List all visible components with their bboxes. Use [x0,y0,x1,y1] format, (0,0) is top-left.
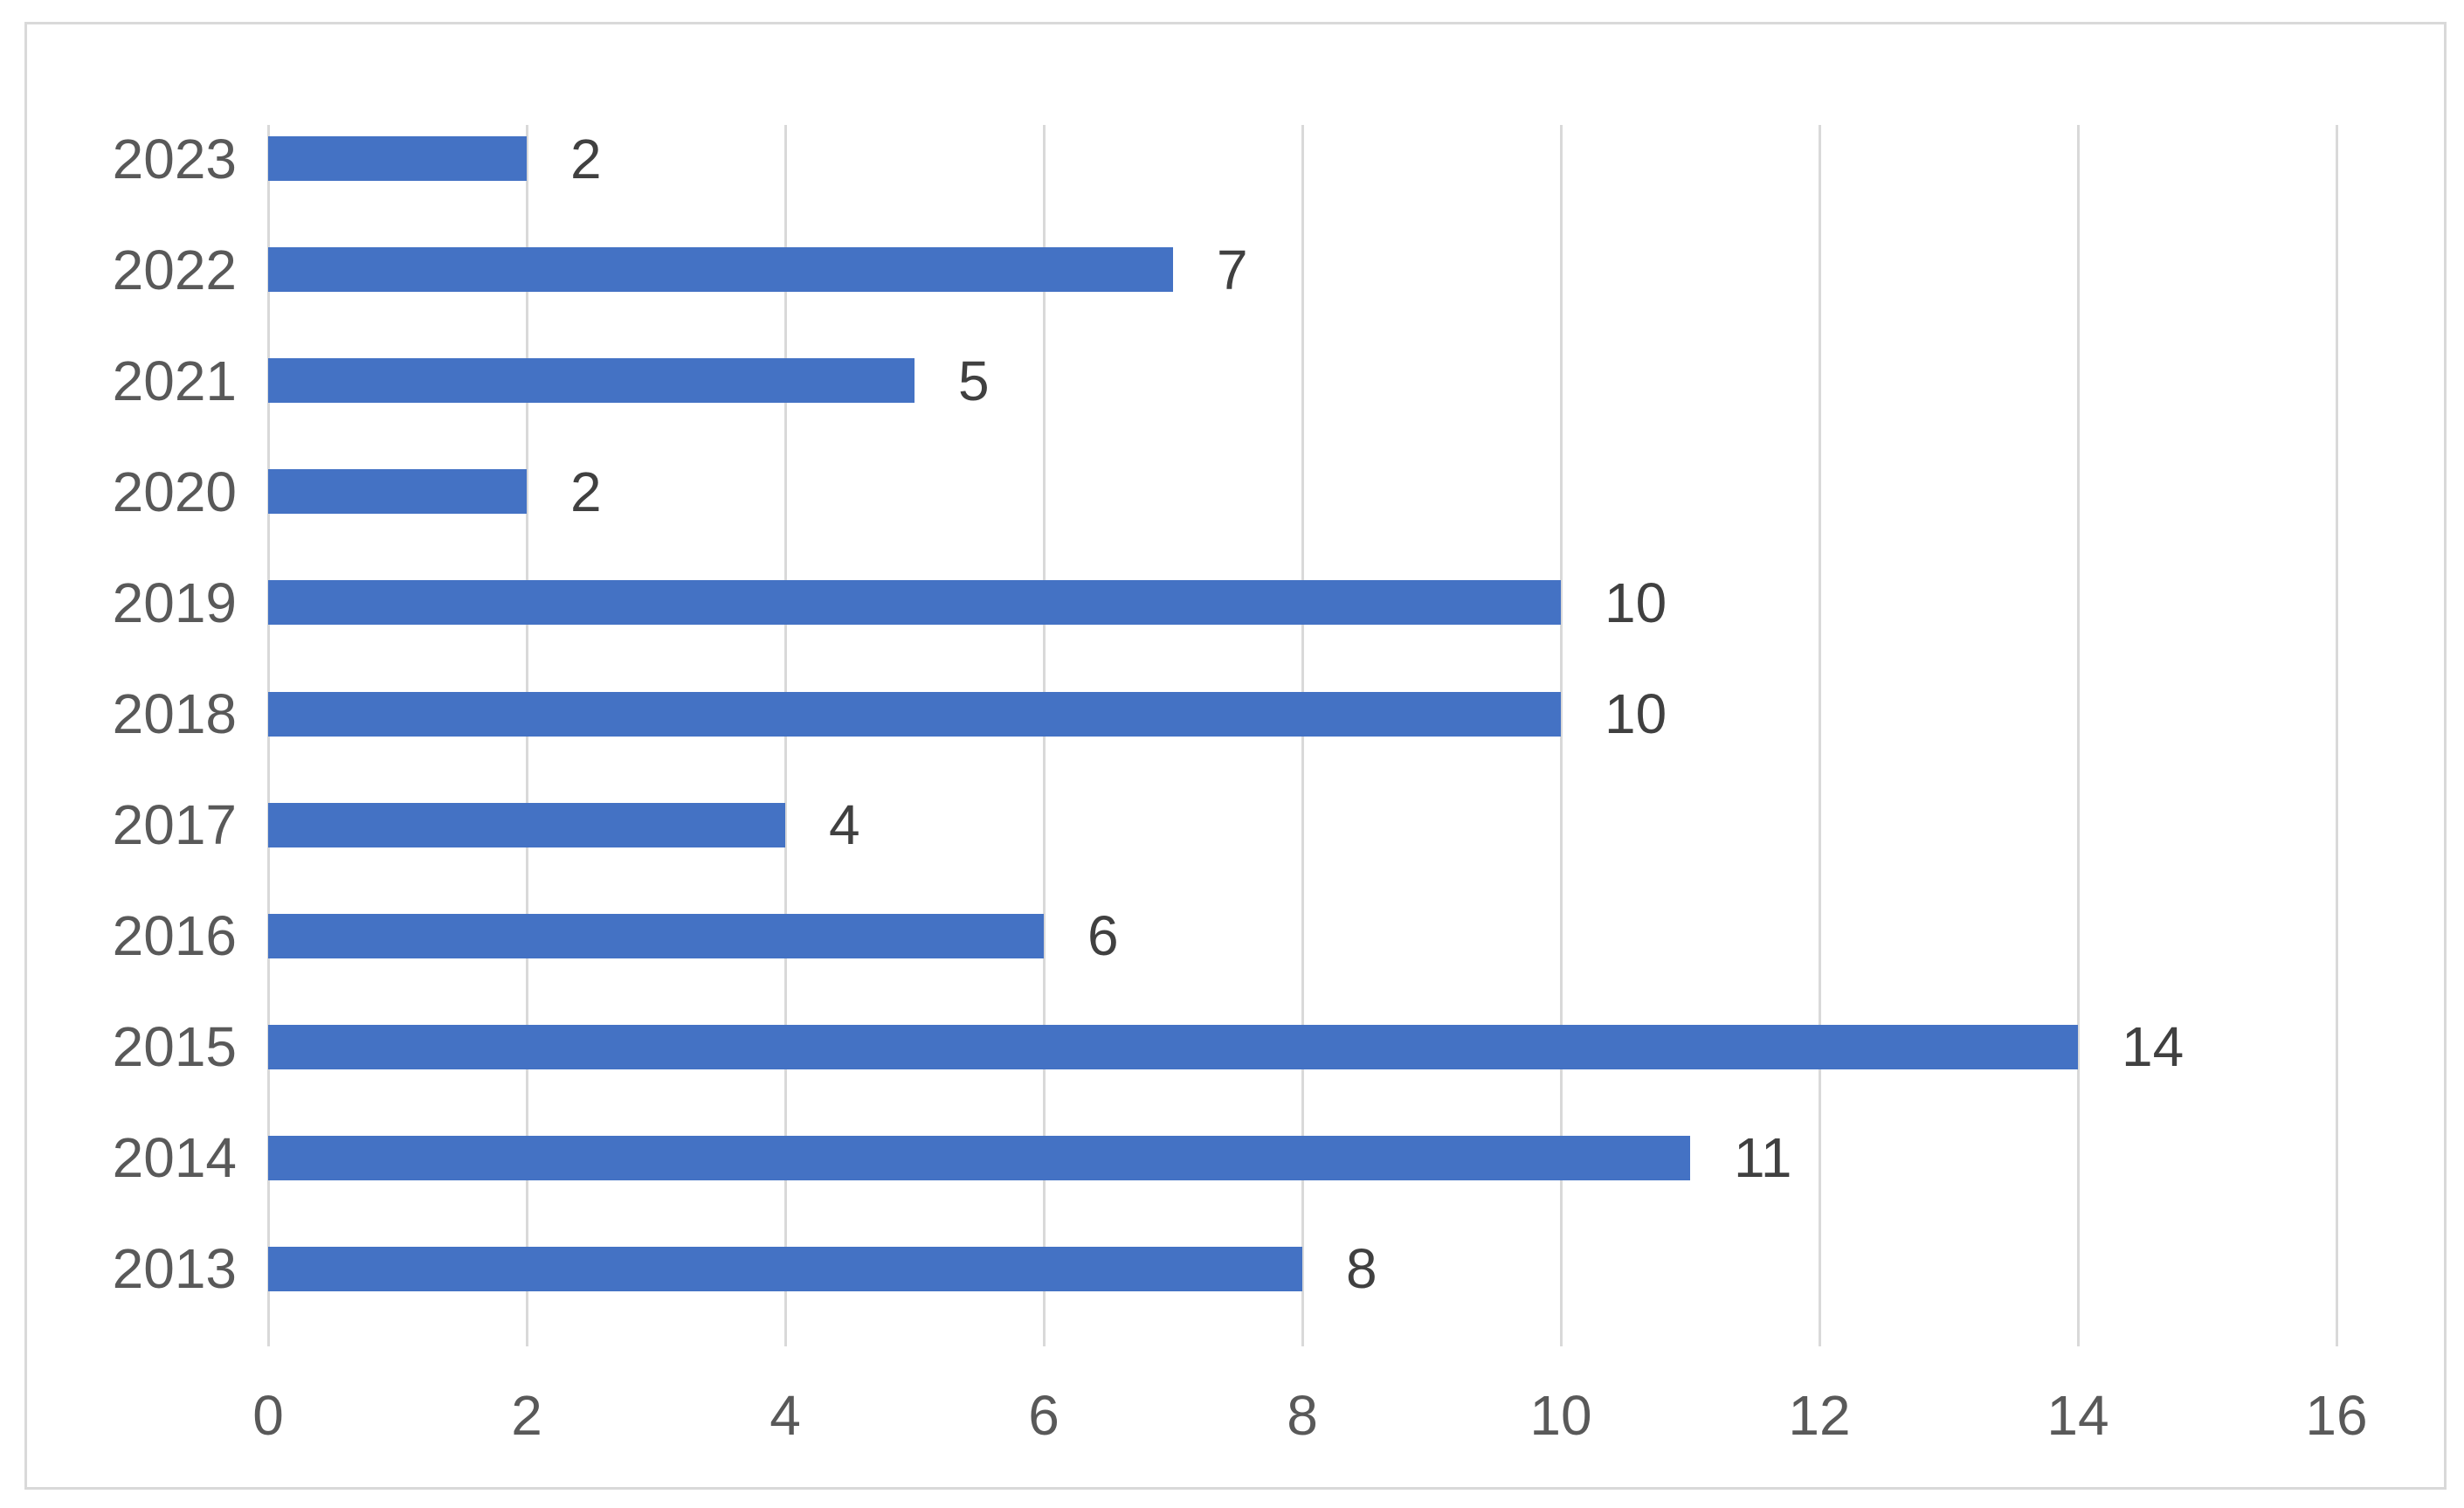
chart-plot-frame: 2 7 5 2 10 10 4 6 14 11 8 2023 2022 2021 2020 2019 2018… [24,22,2447,1490]
y-axis-category-label: 2019 [112,571,237,634]
y-axis-category-label: 2015 [112,1015,237,1079]
y-axis-category-label: 2023 [112,127,237,190]
bar-data-label: 4 [829,793,860,857]
gridline [2076,125,2080,1346]
bar [268,1024,2078,1069]
bar-data-label: 2 [570,460,602,523]
bar [268,580,1561,626]
bar-data-label: 10 [1605,571,1667,634]
bar-data-label: 10 [1605,681,1667,745]
bar [268,802,785,847]
bar-data-label: 5 [958,349,990,412]
x-axis-tick-label: 8 [1287,1384,1318,1447]
x-axis-tick-label: 14 [2046,1384,2109,1447]
y-axis-category-label: 2017 [112,793,237,857]
bar [268,913,1044,958]
gridline [1559,125,1563,1346]
y-axis-category-label: 2018 [112,681,237,745]
y-axis-category-label: 2013 [112,1237,237,1301]
bar-data-label: 7 [1217,238,1248,301]
bar-data-label: 6 [1087,904,1119,968]
x-axis-tick-label: 2 [511,1384,542,1447]
y-axis-category-label: 2016 [112,904,237,968]
bar [268,136,527,182]
bar-data-label: 8 [1346,1237,1377,1301]
bar-data-label: 2 [570,127,602,190]
x-axis-tick-label: 16 [2305,1384,2368,1447]
bar [268,1246,1302,1291]
y-axis-category-label: 2014 [112,1126,237,1190]
gridline [1818,125,1821,1346]
bar [268,358,915,404]
gridline [2335,125,2338,1346]
y-axis-category-label: 2022 [112,238,237,301]
x-axis-tick-label: 4 [770,1384,801,1447]
y-axis-category-label: 2021 [112,349,237,412]
x-axis-tick-label: 10 [1529,1384,1592,1447]
bar-data-label: 14 [2122,1015,2184,1079]
bar [268,247,1173,293]
bar [268,691,1561,737]
bar [268,469,527,515]
x-axis-tick-label: 12 [1788,1384,1851,1447]
bar-data-label: 11 [1734,1126,1792,1190]
bar [268,1135,1690,1180]
x-axis-tick-label: 0 [252,1384,284,1447]
x-axis-tick-label: 6 [1028,1384,1059,1447]
y-axis-category-label: 2020 [112,460,237,523]
